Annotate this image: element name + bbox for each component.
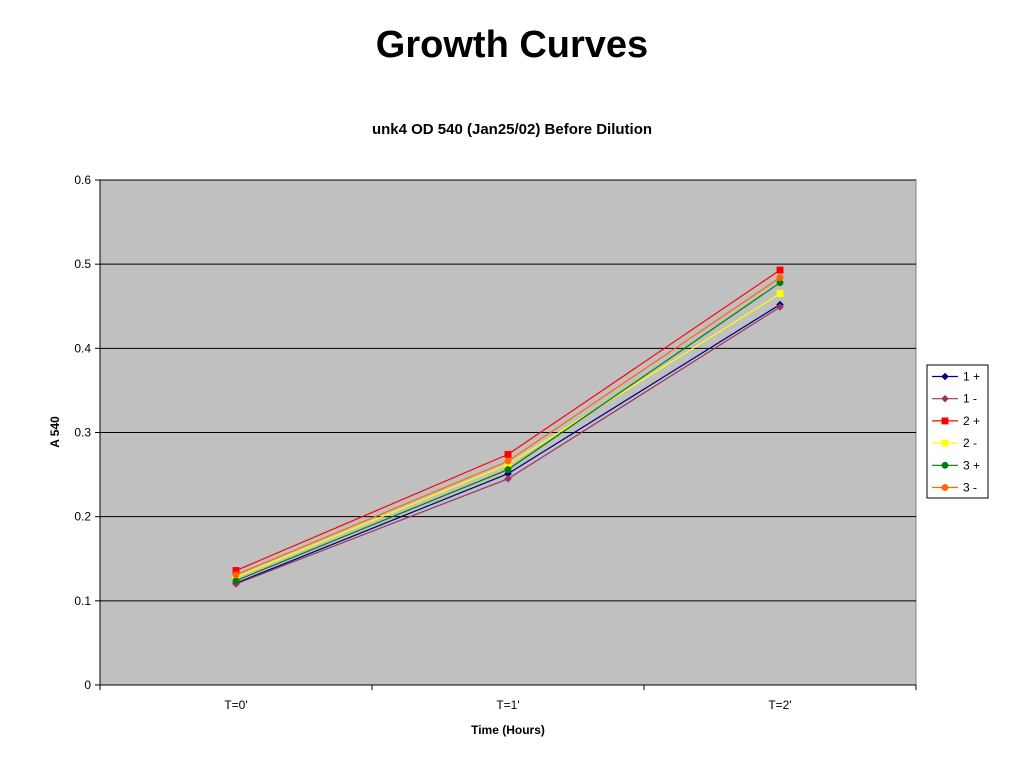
axes: 0 0.1 0.2 0.3 0.4 0.5 0.6 T=0' T=1' T=2' [74,173,917,712]
data-point [232,571,240,579]
data-point [504,474,512,483]
series-layer [232,266,784,588]
data-point [776,274,784,282]
legend-marker [941,372,949,381]
y-tick-label: 0.5 [74,257,91,271]
chart-title: unk4 OD 540 (Jan25/02) Before Dilution [372,121,652,138]
legend-marker [941,439,949,447]
y-tick-label: 0 [84,678,91,692]
legend-label: 3 + [963,458,980,472]
series-5 [232,279,784,585]
legend-item: 1 - [932,392,977,406]
legend-label: 2 - [963,436,977,450]
legend-box [926,364,989,499]
y-tick-label: 0.3 [74,426,91,440]
legend-item: 3 + [932,458,980,472]
legend-marker [941,394,949,403]
data-point [776,290,784,298]
legend-label: 2 + [963,414,980,428]
legend-marker [941,461,949,469]
legend-marker [941,484,949,491]
data-point [776,303,784,311]
legend-item: 3 - [932,481,977,495]
y-tick-label: 0.2 [74,510,91,524]
legend-label: 1 - [963,392,977,406]
legend-item: 2 - [932,436,977,450]
x-axis-title: Time (Hours) [471,723,545,737]
y-tick-label: 0.4 [74,341,91,355]
legend-item: 2 + [932,414,980,428]
legend-label: 3 - [963,481,977,495]
slide-title: Growth Curves [375,24,649,66]
series-3 [232,266,784,574]
legend-item: 1 + [932,370,980,384]
data-point [504,466,512,473]
data-point [504,450,512,458]
legend: 1 + 1 - 2 + 2 - 3 + 3 - [926,364,989,499]
y-tick-label: 0.6 [74,173,91,187]
y-axis-title: A 540 [48,416,62,448]
series-6 [232,274,784,579]
x-tick-label: T=1' [496,698,519,712]
y-tick-label: 0.1 [74,594,91,608]
legend-marker [941,417,949,425]
data-point [232,577,240,585]
x-tick-label: T=2' [768,698,791,712]
x-tick-label: T=0' [224,698,247,712]
legend-label: 1 + [963,370,980,384]
data-point [776,266,784,274]
gridlines [100,179,916,602]
data-point [504,457,512,465]
